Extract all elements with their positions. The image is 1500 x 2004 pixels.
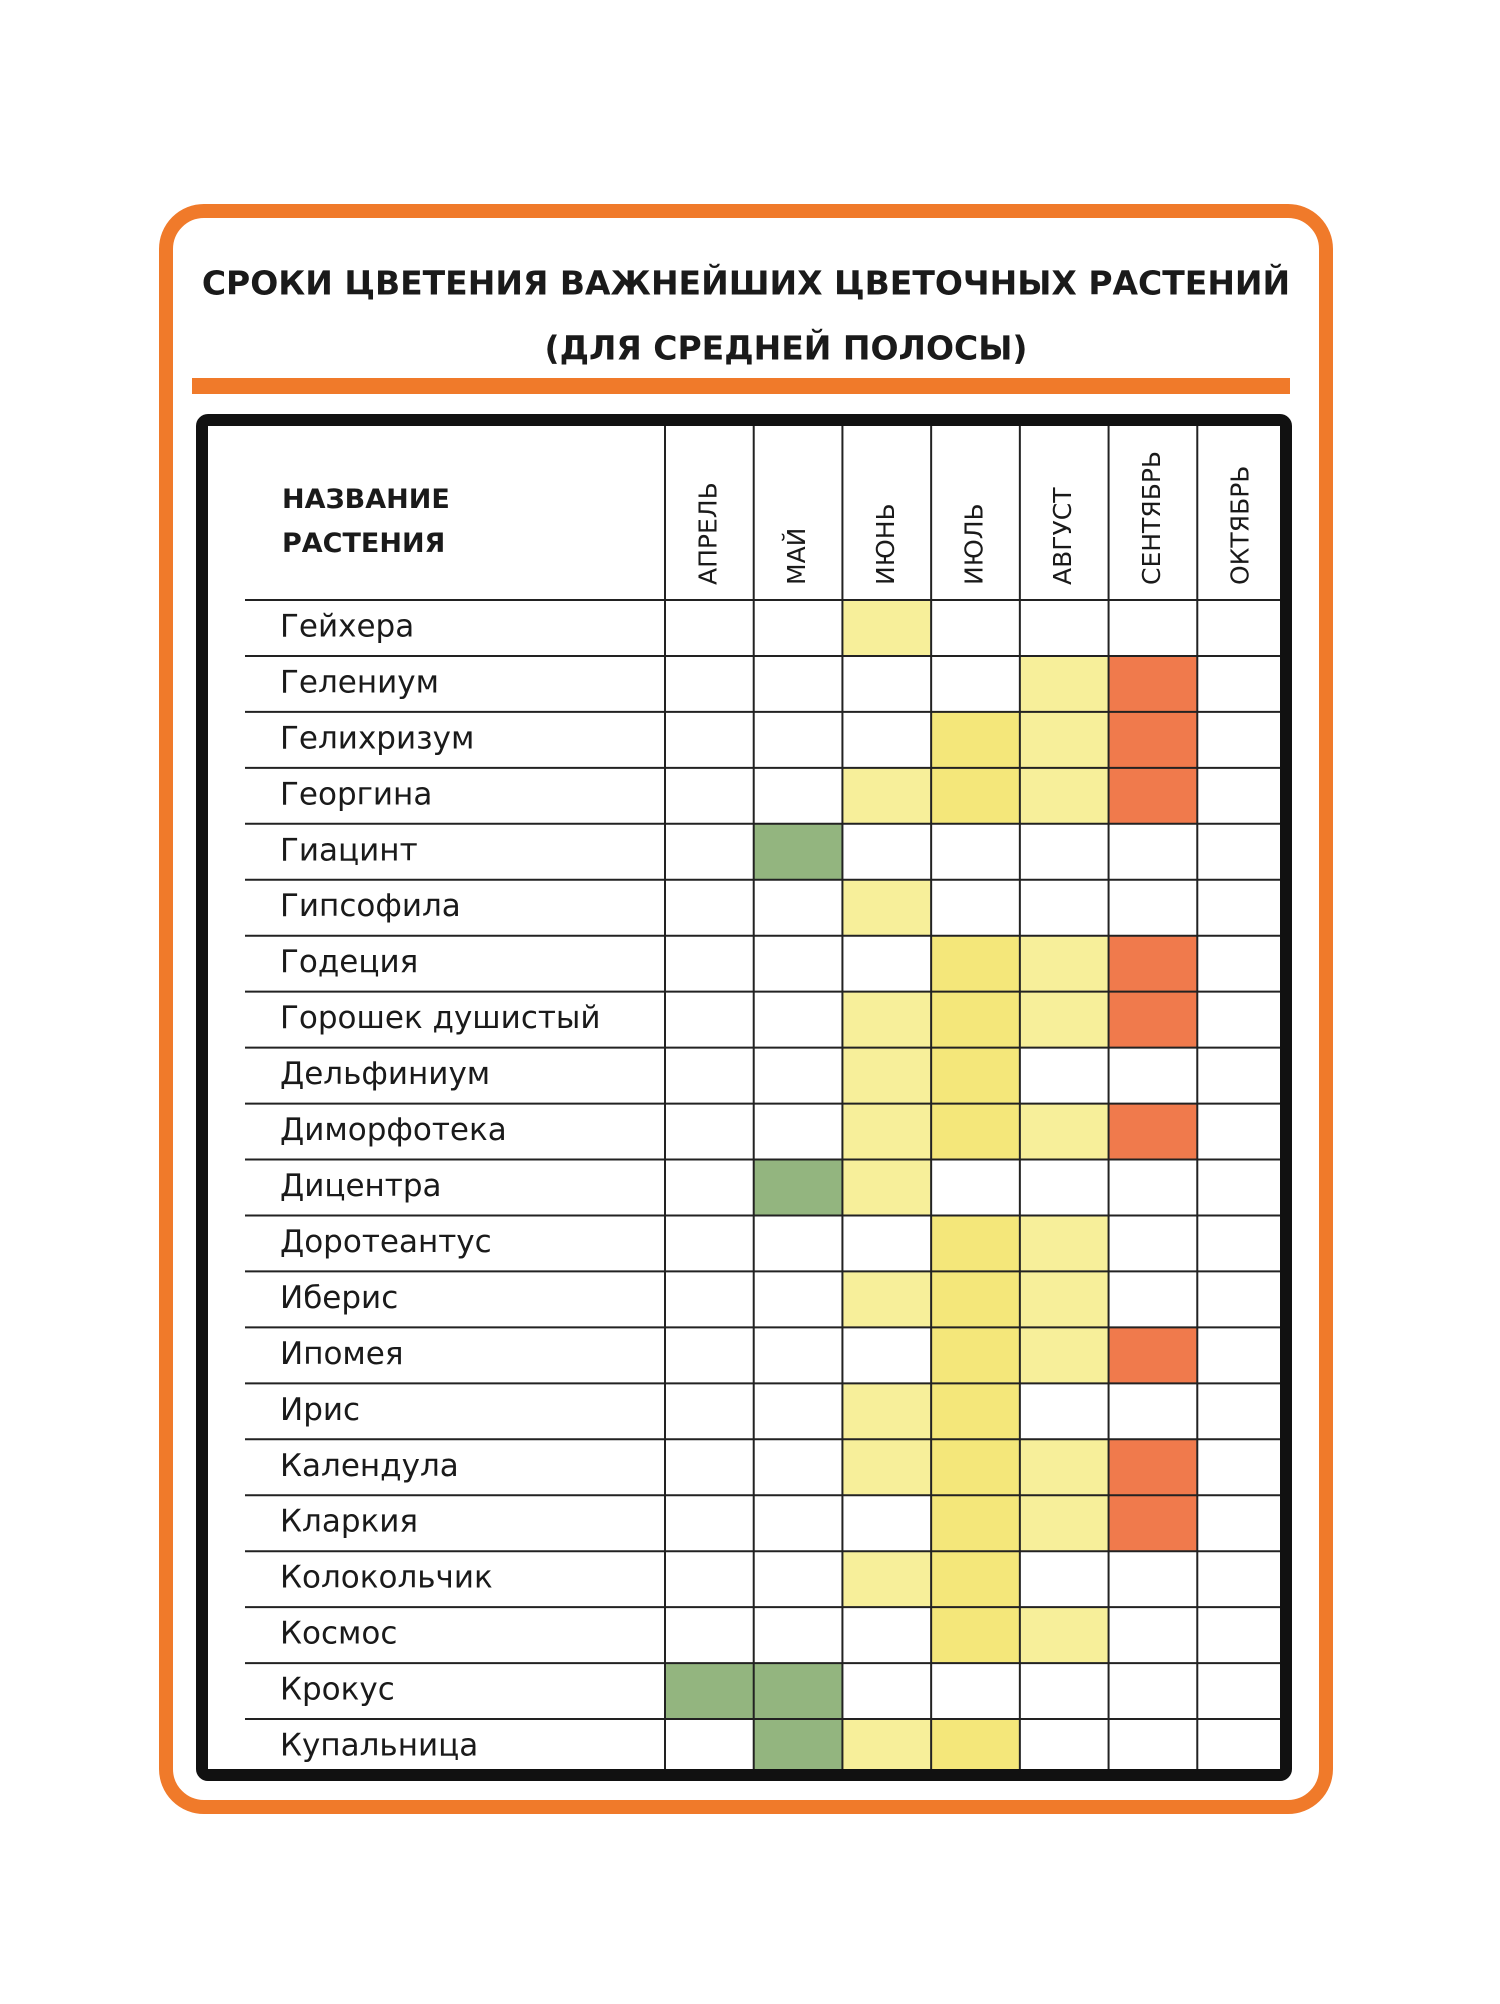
plant-name: Гейхера <box>280 608 414 644</box>
plant-name: Горошек душистый <box>280 1000 601 1036</box>
month-header: СЕНТЯБРЬ <box>1137 451 1166 585</box>
bloom-cell <box>931 1551 1020 1608</box>
bloom-cell <box>1108 655 1198 712</box>
plant-name: Гипсофила <box>280 888 461 924</box>
bloom-cell <box>842 600 932 656</box>
plant-name: Диморфотека <box>280 1112 507 1148</box>
bloom-cell <box>931 1327 1020 1384</box>
bloom-cell <box>931 767 1020 824</box>
bloom-cell <box>1019 767 1109 824</box>
bloom-cell <box>753 1663 843 1720</box>
title: СРОКИ ЦВЕТЕНИЯ ВАЖНЕЙШИХ ЦВЕТОЧНЫХ РАСТЕ… <box>202 263 1290 303</box>
bloom-cell <box>753 1159 843 1216</box>
bloom-cell <box>931 1271 1020 1328</box>
subtitle: (ДЛЯ СРЕДНЕЙ ПОЛОСЫ) <box>544 328 1027 368</box>
plant-name: Дельфиниум <box>280 1056 490 1092</box>
bloom-cell <box>842 767 932 824</box>
bloom-cell <box>842 1271 932 1328</box>
bloom-cell <box>931 1383 1020 1440</box>
plant-name: Ирис <box>280 1392 360 1428</box>
bloom-cell <box>931 1495 1020 1552</box>
bloom-cell <box>1019 1495 1109 1552</box>
month-header: ИЮЛЬ <box>960 503 989 585</box>
plant-name: Дицентра <box>280 1168 442 1204</box>
plant-name: Кларкия <box>280 1504 418 1540</box>
bloom-cell <box>753 1719 843 1775</box>
plant-name: Гелениум <box>280 664 439 700</box>
bloom-cell <box>842 1551 932 1608</box>
bloom-cell <box>931 1439 1020 1496</box>
plant-name: Купальница <box>280 1728 478 1764</box>
plant-name: Гелихризум <box>280 720 474 756</box>
divider <box>192 378 1290 394</box>
bloom-cell <box>1108 935 1198 992</box>
bloom-cell <box>931 991 1020 1048</box>
bloom-cell <box>1019 1215 1109 1272</box>
plant-name: Доротеантус <box>280 1224 492 1260</box>
plant-name: Георгина <box>280 776 432 812</box>
bloom-cell <box>1108 1103 1198 1160</box>
bloom-cell <box>1108 767 1198 824</box>
bloom-cell <box>842 1159 932 1216</box>
month-header: МАЙ <box>782 528 811 585</box>
bloom-cell <box>1019 935 1109 992</box>
bloom-cell <box>931 1103 1020 1160</box>
bloom-cell <box>842 1383 932 1440</box>
month-header: АВГУСТ <box>1048 487 1077 585</box>
bloom-cell <box>1019 1607 1109 1664</box>
bloom-cell <box>842 1047 932 1104</box>
bloom-cell <box>842 991 932 1048</box>
bloom-cell <box>931 935 1020 992</box>
bloom-cell <box>1108 711 1198 768</box>
bloom-cell <box>665 1663 754 1720</box>
bloom-cell <box>931 1719 1020 1775</box>
bloom-cell <box>842 1719 932 1775</box>
bloom-cell <box>1019 991 1109 1048</box>
bloom-cell <box>1019 711 1109 768</box>
month-header: АПРЕЛЬ <box>693 482 722 585</box>
bloom-cell <box>842 879 932 936</box>
bloom-cell <box>931 1047 1020 1104</box>
bloom-cell <box>1108 991 1198 1048</box>
bloom-cell <box>1108 1327 1198 1384</box>
table-border <box>196 414 1292 1781</box>
bloom-cell <box>1019 1103 1109 1160</box>
plant-name: Крокус <box>280 1672 395 1708</box>
bloom-cell <box>1108 1495 1198 1552</box>
bloom-cell <box>842 1439 932 1496</box>
plant-name: Ипомея <box>280 1336 404 1372</box>
bloom-cell <box>1019 655 1109 712</box>
table: Гейхера Гелениум Гелихризум Георгина Гиацинт… <box>196 414 1292 1781</box>
month-header: ОКТЯБРЬ <box>1226 466 1255 585</box>
bloom-cell <box>931 1607 1020 1664</box>
bloom-cell <box>1019 1439 1109 1496</box>
bloom-cell <box>753 823 843 880</box>
plant-name: Космос <box>280 1616 397 1652</box>
bloom-cell <box>931 711 1020 768</box>
bloom-cell <box>842 1103 932 1160</box>
plant-name: Годеция <box>280 944 418 980</box>
plant-name: Гиацинт <box>280 832 418 868</box>
bloom-cell <box>931 1215 1020 1272</box>
plant-name: Колокольчик <box>280 1560 493 1596</box>
bloom-cell <box>1108 1439 1198 1496</box>
plant-name: Календула <box>280 1448 459 1484</box>
name-header: НАЗВАНИЕ РАСТЕНИЯ <box>282 484 450 559</box>
month-header: ИЮНЬ <box>871 503 900 585</box>
bloom-cell <box>1019 1271 1109 1328</box>
bloom-cell <box>1019 1327 1109 1384</box>
plant-name: Иберис <box>280 1280 398 1316</box>
